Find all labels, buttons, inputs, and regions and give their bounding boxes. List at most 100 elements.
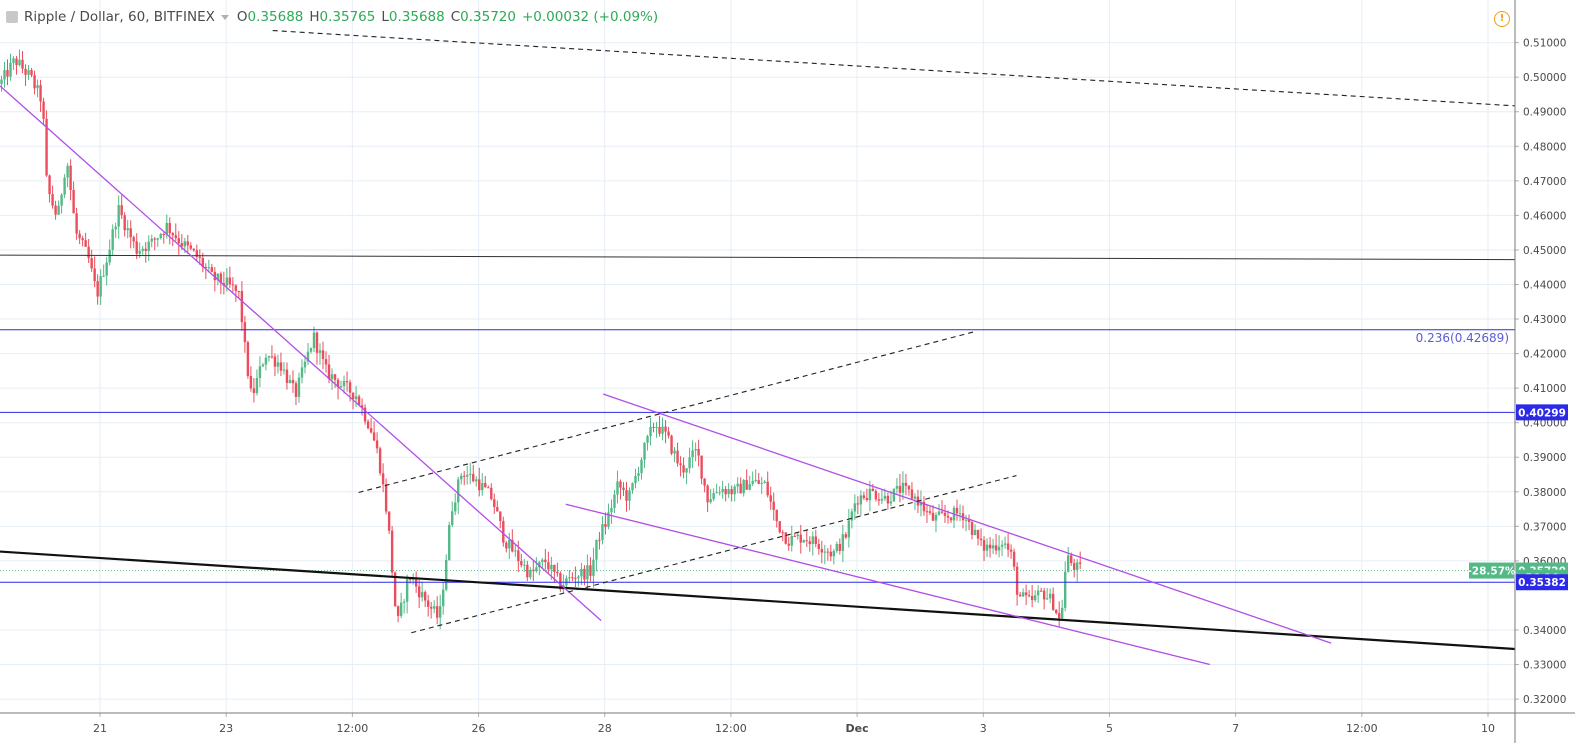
candle-body — [54, 205, 57, 215]
candle-body — [661, 426, 664, 434]
symbol-icon — [6, 11, 18, 23]
trend-line[interactable] — [272, 29, 1516, 107]
candle-body — [285, 369, 289, 383]
candle-body — [375, 440, 379, 449]
candle-body — [496, 507, 499, 512]
candle-body — [772, 501, 775, 510]
candle-body — [763, 481, 766, 483]
candle-body — [291, 380, 295, 384]
candle-body — [850, 511, 854, 521]
candle-body — [282, 369, 286, 371]
candle-body — [733, 486, 736, 495]
candle-body — [183, 241, 186, 247]
y-tick-label: 0.48000 — [1523, 141, 1566, 153]
candle-body — [715, 492, 718, 494]
candle-body — [417, 586, 421, 598]
candle-body — [132, 237, 135, 242]
candle-body — [724, 489, 727, 495]
candle-body — [312, 332, 316, 349]
candle-body — [580, 568, 583, 577]
candle-body — [523, 564, 526, 566]
y-tick-label: 0.33000 — [1523, 660, 1566, 672]
candle-body — [216, 273, 220, 281]
candle-body — [318, 350, 322, 353]
candle-body — [649, 426, 652, 437]
candle-body — [1030, 596, 1034, 601]
candle-body — [117, 205, 120, 227]
candle-body — [327, 364, 331, 379]
candle-body — [48, 175, 51, 195]
candle-body — [796, 534, 799, 537]
y-tick-label: 0.41000 — [1523, 383, 1566, 395]
grid — [0, 0, 1515, 713]
candle-body — [442, 589, 445, 607]
candle-body — [63, 177, 66, 195]
percent-change-badge-bg — [1469, 562, 1514, 579]
candle-body — [622, 487, 625, 490]
candle-body — [568, 577, 571, 579]
candle-body — [243, 322, 247, 343]
candle-body — [631, 483, 634, 491]
chevron-down-icon[interactable] — [220, 14, 229, 20]
symbol-title[interactable]: Ripple / Dollar, 60, BITFINEX — [24, 9, 215, 25]
candle-body — [775, 509, 778, 522]
candle-body — [847, 520, 851, 538]
candle-body — [475, 479, 478, 482]
candle-body — [363, 407, 367, 422]
candle-body — [423, 592, 427, 601]
candle-body — [348, 382, 352, 393]
x-tick-label: 23 — [219, 722, 233, 735]
y-tick-label: 0.42000 — [1523, 349, 1566, 361]
candle-body — [435, 606, 439, 618]
candle-body — [730, 489, 733, 495]
drawing-tools[interactable] — [0, 29, 1516, 666]
trend-line[interactable] — [565, 503, 1211, 666]
candle-body — [438, 606, 442, 618]
candle-body — [868, 488, 872, 501]
trend-line[interactable] — [0, 254, 1516, 261]
candle-body — [351, 392, 355, 400]
candle-body — [102, 275, 105, 277]
candle-body — [381, 473, 385, 485]
candle-body — [345, 380, 349, 383]
candle-body — [414, 579, 418, 587]
candle-body — [931, 512, 935, 521]
candle-body — [87, 246, 90, 259]
symbol-legend: Ripple / Dollar, 60, BITFINEX O0.35688 H… — [6, 7, 658, 27]
candle-body — [553, 564, 556, 572]
candle-body — [207, 267, 211, 269]
candle-body — [1039, 590, 1043, 592]
candle-body — [1051, 593, 1055, 610]
candle-body — [520, 561, 523, 566]
candle-body — [529, 569, 532, 578]
trend-line[interactable] — [0, 550, 1516, 651]
candle-body — [99, 276, 102, 297]
candle-body — [949, 517, 953, 521]
candle-body — [114, 226, 117, 230]
candle-body — [3, 70, 6, 80]
trend-line[interactable] — [358, 331, 975, 494]
candle-body — [760, 482, 763, 484]
candle-body — [814, 536, 817, 544]
y-tick-label: 0.51000 — [1523, 38, 1566, 50]
candle-body — [276, 362, 280, 367]
candle-body — [484, 483, 487, 488]
trend-line[interactable] — [602, 393, 1332, 644]
trend-line[interactable] — [0, 85, 602, 622]
candle-body — [393, 572, 397, 607]
candle-body — [445, 559, 448, 590]
candle-body — [21, 59, 24, 69]
candle-body — [451, 511, 454, 525]
candle-body — [967, 519, 971, 523]
candle-body — [604, 524, 607, 527]
candle-body — [144, 248, 147, 251]
candle-body — [640, 459, 643, 474]
candle-body — [754, 480, 757, 482]
candle-body — [871, 488, 875, 492]
candle-body — [925, 511, 929, 513]
candle-body — [670, 435, 673, 454]
alert-icon[interactable]: ! — [1494, 11, 1510, 27]
